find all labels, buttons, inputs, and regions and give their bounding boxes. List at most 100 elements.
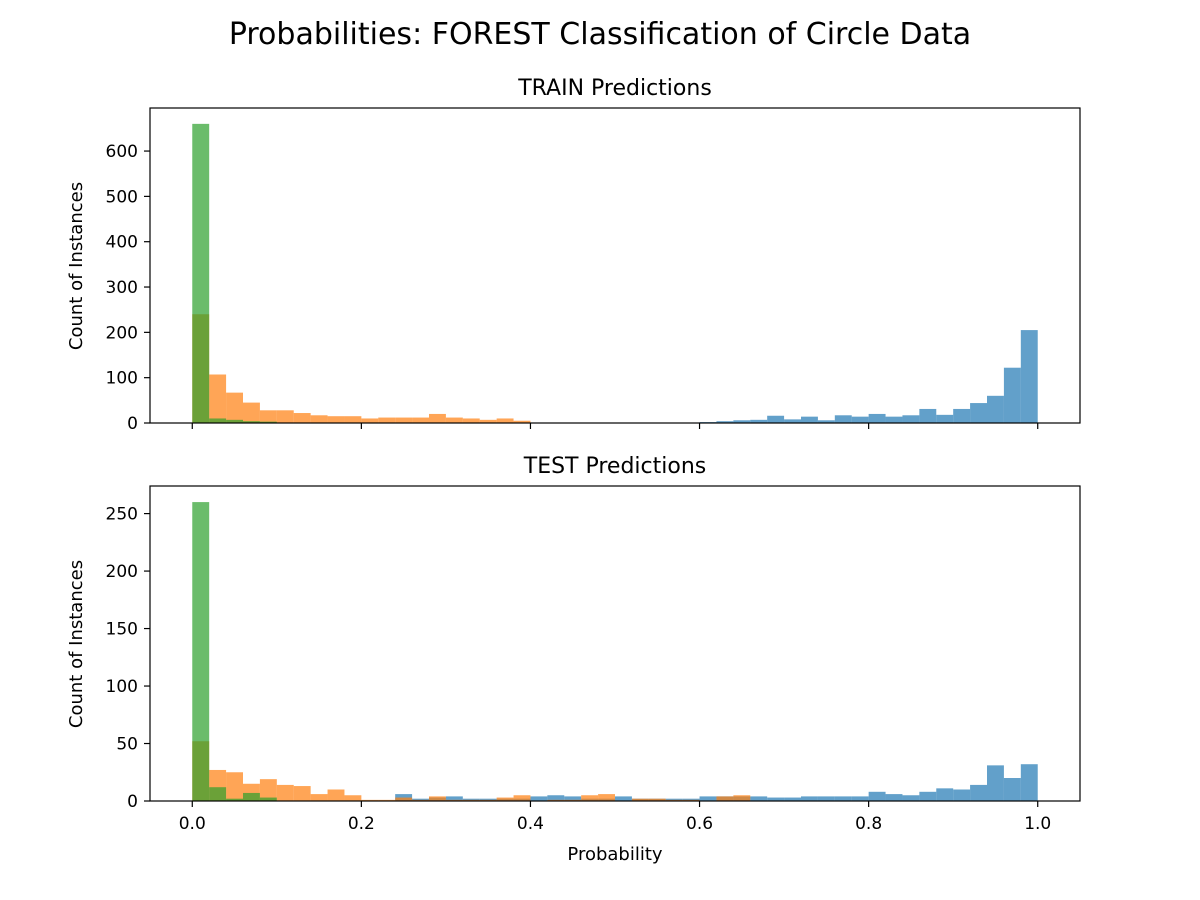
test-y-tick-label-250: 250 — [106, 505, 138, 525]
test-green-bar-4 — [259, 797, 277, 801]
test-blue-bar-38 — [834, 796, 852, 801]
train-blue-bar-33 — [750, 419, 768, 423]
test-green-bar-1 — [209, 787, 227, 801]
train-orange-bar-19 — [513, 420, 531, 423]
test-axis-ticks: 0 50 100 150 200 250 0.0 0.2 0.4 0.6 0.8 1.0 — [106, 505, 1052, 834]
test-orange-bar-32 — [733, 795, 751, 801]
test-blue-bar-25 — [615, 796, 632, 801]
train-green-bar-2 — [226, 419, 243, 423]
test-blue-bar-34 — [767, 797, 785, 801]
train-axis-ticks: 0 100 200 300 400 500 600 — [106, 142, 1039, 434]
test-green-bar-3 — [243, 792, 260, 801]
train-blue-bar-38 — [834, 415, 852, 423]
test-x-tick-label-1: 0.2 — [348, 814, 375, 834]
train-y-tick-label-500: 500 — [106, 187, 138, 207]
train-blue-bar-46 — [970, 403, 987, 423]
test-x-axis-label: Probability — [567, 844, 662, 865]
train-blue-bar-45 — [953, 408, 971, 423]
train-orange-bar-17 — [479, 419, 497, 423]
train-blue-bar-47 — [987, 395, 1004, 423]
test-blue-bar-36 — [801, 796, 818, 801]
test-x-tick-label-5: 1.0 — [1024, 814, 1051, 834]
train-orange-bar-6 — [293, 413, 311, 423]
test-blue-bar-42 — [902, 795, 920, 801]
test-orange-bar-7 — [310, 794, 328, 801]
test-blue-bar-45 — [953, 789, 971, 801]
train-y-tick-label-600: 600 — [106, 142, 138, 162]
test-orange-bar-18 — [496, 797, 514, 801]
test-blue-bar-40 — [868, 791, 886, 801]
train-y-tick-label-400: 400 — [106, 233, 138, 253]
test-orange-bar-31 — [716, 796, 734, 801]
test-orange-bar-5 — [276, 784, 294, 801]
test-blue-bar-30 — [699, 796, 717, 801]
train-plot-frame — [149, 107, 1081, 424]
test-blue-bar-15 — [445, 796, 463, 801]
test-y-tick-label-200: 200 — [106, 562, 138, 582]
train-y-axis-label: Count of Instances — [66, 182, 87, 350]
train-blue-bar-34 — [767, 415, 785, 423]
test-blue-bar-35 — [784, 797, 801, 801]
train-y-tick-label-0: 0 — [127, 414, 138, 434]
test-blue-bar-43 — [919, 791, 937, 801]
train-blue-bar-36 — [801, 416, 818, 423]
test-blue-bar-46 — [970, 784, 987, 801]
test-predictions-panel: TEST Predictions 0 50 100 150 200 250 0.0 0.2 0.… — [66, 454, 1081, 865]
train-blue-bar-49 — [1020, 330, 1038, 423]
train-histogram-bars — [192, 123, 1038, 424]
test-blue-bar-49 — [1020, 764, 1038, 801]
test-blue-bar-33 — [750, 796, 768, 801]
train-orange-bar-3 — [243, 402, 260, 423]
train-orange-bar-13 — [412, 417, 429, 423]
test-y-axis-label: Count of Instances — [66, 560, 87, 728]
train-blue-bar-42 — [902, 415, 920, 423]
train-blue-bar-35 — [784, 419, 801, 423]
train-orange-bar-16 — [462, 418, 480, 423]
test-blue-bar-39 — [851, 796, 869, 801]
train-orange-bar-7 — [310, 415, 328, 423]
figure-title: Probabilities: FOREST Classification of … — [229, 17, 971, 52]
train-y-tick-label-300: 300 — [106, 278, 138, 298]
train-y-tick-label-100: 100 — [106, 369, 138, 389]
test-orange-bar-14 — [429, 796, 446, 801]
test-histogram-bars — [192, 502, 1038, 801]
test-blue-bar-20 — [530, 796, 548, 801]
train-blue-bar-37 — [817, 420, 835, 423]
train-blue-bar-48 — [1003, 367, 1021, 423]
train-orange-bar-14 — [429, 413, 446, 423]
train-blue-bar-40 — [868, 413, 886, 423]
train-green-bar-1 — [209, 418, 227, 423]
test-plot-frame — [149, 485, 1081, 802]
test-orange-bar-24 — [598, 794, 615, 801]
test-orange-bar-23 — [581, 795, 599, 801]
test-blue-bar-48 — [1003, 778, 1021, 801]
test-y-tick-label-100: 100 — [106, 677, 138, 697]
train-orange-bar-18 — [496, 418, 514, 423]
train-orange-bar-2 — [226, 392, 243, 423]
test-x-tick-label-3: 0.6 — [686, 814, 713, 834]
test-orange-bar-26 — [631, 798, 649, 801]
train-blue-bar-41 — [885, 416, 903, 423]
test-panel-title: TEST Predictions — [523, 454, 707, 479]
train-blue-bar-43 — [919, 408, 937, 423]
test-blue-bar-37 — [817, 796, 835, 801]
test-orange-bar-12 — [395, 797, 413, 801]
test-blue-bar-41 — [885, 794, 903, 801]
train-orange-bar-11 — [378, 417, 396, 423]
train-green-bar-3 — [243, 421, 260, 423]
train-orange-bar-9 — [344, 416, 362, 423]
test-x-tick-label-4: 0.8 — [855, 814, 882, 834]
test-x-tick-label-2: 0.4 — [517, 814, 544, 834]
test-green-bar-0 — [192, 502, 210, 801]
train-orange-bar-12 — [395, 417, 413, 423]
train-orange-bar-1 — [209, 374, 227, 423]
train-orange-bar-5 — [276, 410, 294, 423]
test-orange-bar-9 — [344, 795, 362, 801]
test-orange-bar-2 — [226, 772, 243, 801]
test-orange-bar-4 — [259, 779, 277, 801]
train-predictions-panel: TRAIN Predictions 0 100 200 300 400 500 600 Co… — [66, 76, 1081, 434]
test-orange-bar-27 — [648, 798, 666, 801]
train-panel-title: TRAIN Predictions — [517, 76, 712, 101]
test-blue-bar-21 — [547, 795, 565, 801]
test-y-tick-label-0: 0 — [127, 792, 138, 812]
